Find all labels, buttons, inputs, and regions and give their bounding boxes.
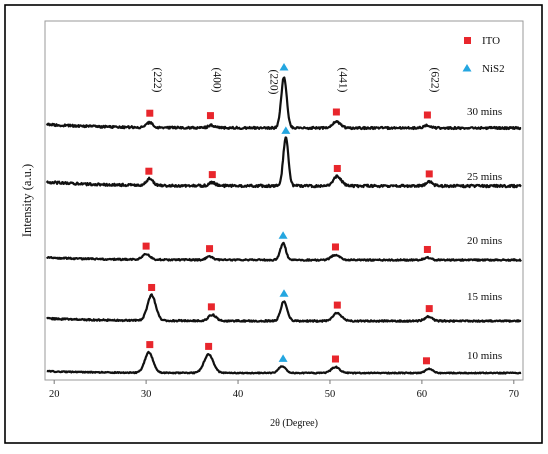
ito-marker [422,357,430,365]
ito-marker [148,283,156,291]
legend-nis2-marker [462,64,472,72]
ito-marker [205,342,213,350]
x-tick-label: 50 [325,389,336,400]
label-layer: (222) (400) (220) (441) (622) 30 mins 25 mins 2… [151,68,502,362]
ito-marker [145,167,153,175]
series-label: 10 mins [467,350,502,362]
ito-marker [333,301,341,309]
ito-marker [423,245,431,253]
nis2-marker [278,231,288,239]
ito-marker [332,108,340,116]
ito-marker [142,242,150,250]
series-line-5 [46,350,522,375]
nis2-marker [278,354,288,362]
plane-label: (622) [428,68,440,93]
plot-area-frame [44,20,524,381]
marker-layer [142,63,433,365]
nis2-marker [279,289,289,297]
series-line-3 [45,241,522,262]
series-line-1 [45,76,522,131]
series-line-2 [45,136,522,189]
plane-label: (222) [151,68,163,93]
series-label: 20 mins [467,235,502,247]
ito-marker [333,164,341,172]
series-line-4 [46,293,522,323]
plane-label: (220) [268,70,280,95]
x-tick-label: 20 [49,389,60,400]
ito-marker [207,303,215,311]
nis2-marker [279,63,289,71]
legend-ito-marker [464,37,471,44]
plane-label: (400) [211,68,223,93]
series-label: 15 mins [467,291,502,303]
ito-marker [206,245,214,253]
y-axis-label: Intensity (a.u.) [20,164,34,237]
nis2-marker [281,126,291,134]
ito-marker [425,170,433,178]
ito-marker [425,305,433,313]
ito-marker [331,243,339,251]
series-layer [45,76,522,375]
ito-marker [423,111,431,119]
ito-marker [146,341,154,349]
plane-label: (441) [336,68,348,93]
legend: ITO NiS2 [462,35,505,75]
ito-marker [331,355,339,363]
legend-label: ITO [482,35,500,47]
legend-label: NiS2 [482,63,505,75]
ito-marker [206,112,214,120]
x-tick-label: 60 [417,389,428,400]
ito-marker [146,109,154,117]
x-tick-label: 40 [233,389,244,400]
x-tick-label: 70 [509,389,520,400]
series-label: 25 mins [467,171,502,183]
axis-layer: 20 30 40 50 60 70 2θ (Degree) Intensity (a.u.) [20,164,519,429]
ito-marker [208,171,216,179]
x-axis-label: 2θ (Degree) [270,418,318,429]
series-label: 30 mins [467,106,502,118]
x-tick-label: 30 [141,389,152,400]
